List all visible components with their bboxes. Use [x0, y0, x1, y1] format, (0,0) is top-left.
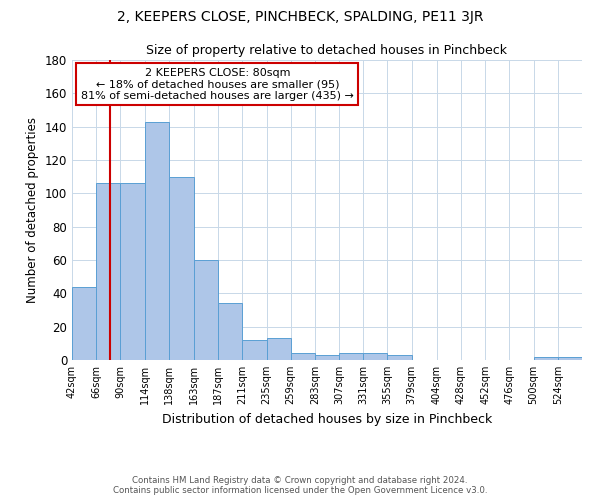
Bar: [339, 354, 363, 360]
Bar: [194, 260, 218, 360]
Title: Size of property relative to detached houses in Pinchbeck: Size of property relative to detached ho…: [146, 44, 508, 58]
Bar: [242, 340, 266, 360]
Bar: [266, 338, 291, 360]
X-axis label: Distribution of detached houses by size in Pinchbeck: Distribution of detached houses by size …: [162, 412, 492, 426]
Bar: [363, 354, 388, 360]
Bar: [96, 184, 121, 360]
Bar: [388, 355, 412, 360]
Bar: [315, 355, 339, 360]
Bar: [533, 356, 558, 360]
Text: Contains HM Land Registry data © Crown copyright and database right 2024.
Contai: Contains HM Land Registry data © Crown c…: [113, 476, 487, 495]
Bar: [169, 176, 194, 360]
Bar: [145, 122, 169, 360]
Bar: [218, 304, 242, 360]
Bar: [558, 356, 582, 360]
Bar: [121, 184, 145, 360]
Bar: [291, 354, 315, 360]
Bar: [72, 286, 96, 360]
Text: 2, KEEPERS CLOSE, PINCHBECK, SPALDING, PE11 3JR: 2, KEEPERS CLOSE, PINCHBECK, SPALDING, P…: [117, 10, 483, 24]
Y-axis label: Number of detached properties: Number of detached properties: [26, 117, 39, 303]
Text: 2 KEEPERS CLOSE: 80sqm
← 18% of detached houses are smaller (95)
81% of semi-det: 2 KEEPERS CLOSE: 80sqm ← 18% of detached…: [81, 68, 354, 100]
